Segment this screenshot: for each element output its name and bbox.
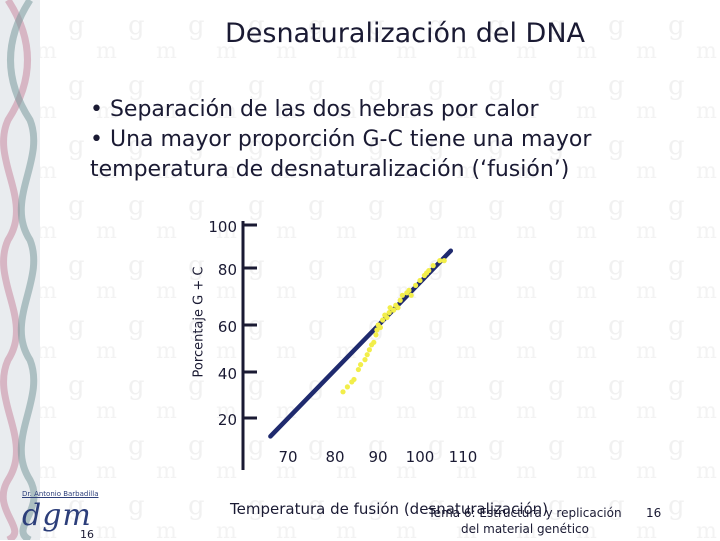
data-point (364, 352, 370, 358)
x-tick-label: 80 (325, 448, 344, 466)
data-point (351, 376, 357, 383)
data-point (430, 263, 436, 269)
data-point (340, 389, 346, 395)
logo-number: 16 (80, 528, 94, 541)
x-axis-label: Temperatura de fusión (desnaturalización… (230, 500, 549, 518)
data-point (395, 305, 401, 311)
x-tick-label: 110 (449, 448, 478, 466)
footer-topic: Tema 6: Estructura y replicación del mat… (428, 506, 622, 536)
y-tick-label: 80 (218, 261, 237, 279)
data-point (391, 307, 397, 313)
bullet-line-2: • Una mayor proporción G-C tiene una may… (90, 127, 592, 152)
data-point (344, 384, 350, 390)
data-point (377, 324, 383, 331)
trend-line (268, 248, 454, 439)
bullet-line-1: • Separación de las dos hebras por calor (90, 97, 539, 122)
y-tick-label: 100 (208, 218, 237, 236)
data-point (408, 292, 414, 298)
data-point (371, 339, 377, 345)
data-point (397, 297, 403, 303)
data-point (406, 287, 412, 293)
y-tick-label: 20 (218, 411, 237, 429)
data-point (441, 258, 447, 264)
data-point (386, 310, 392, 316)
y-tick-label: 60 (218, 318, 237, 336)
y-tick-label: 40 (218, 365, 237, 383)
data-point (366, 347, 372, 353)
x-tick-label: 90 (368, 448, 387, 466)
dgm-logo: dgm (22, 498, 92, 533)
data-point (437, 258, 443, 264)
data-point (355, 366, 361, 373)
data-point (426, 267, 432, 274)
bullet-line-3: temperatura de desnaturalización (‘fusió… (90, 157, 570, 182)
data-point (417, 277, 423, 284)
dna-helix-decoration (0, 0, 40, 540)
page-number: 16 (646, 506, 662, 520)
data-point (384, 314, 390, 321)
y-axis-label: Porcentaje G + C (191, 266, 207, 378)
data-point (362, 357, 368, 363)
slide-title: Desnaturalización del DNA (224, 18, 586, 49)
data-point (373, 332, 379, 338)
x-tick-label: 100 (406, 448, 435, 466)
x-tick-label: 70 (278, 448, 297, 466)
data-point (380, 317, 386, 323)
data-point (358, 362, 364, 368)
bullet-list: • Separación de las dos hebras por calor… (90, 95, 700, 185)
data-point (399, 292, 405, 298)
author-credit: Dr. Antonio Barbadilla (22, 490, 99, 498)
data-point (413, 282, 419, 288)
